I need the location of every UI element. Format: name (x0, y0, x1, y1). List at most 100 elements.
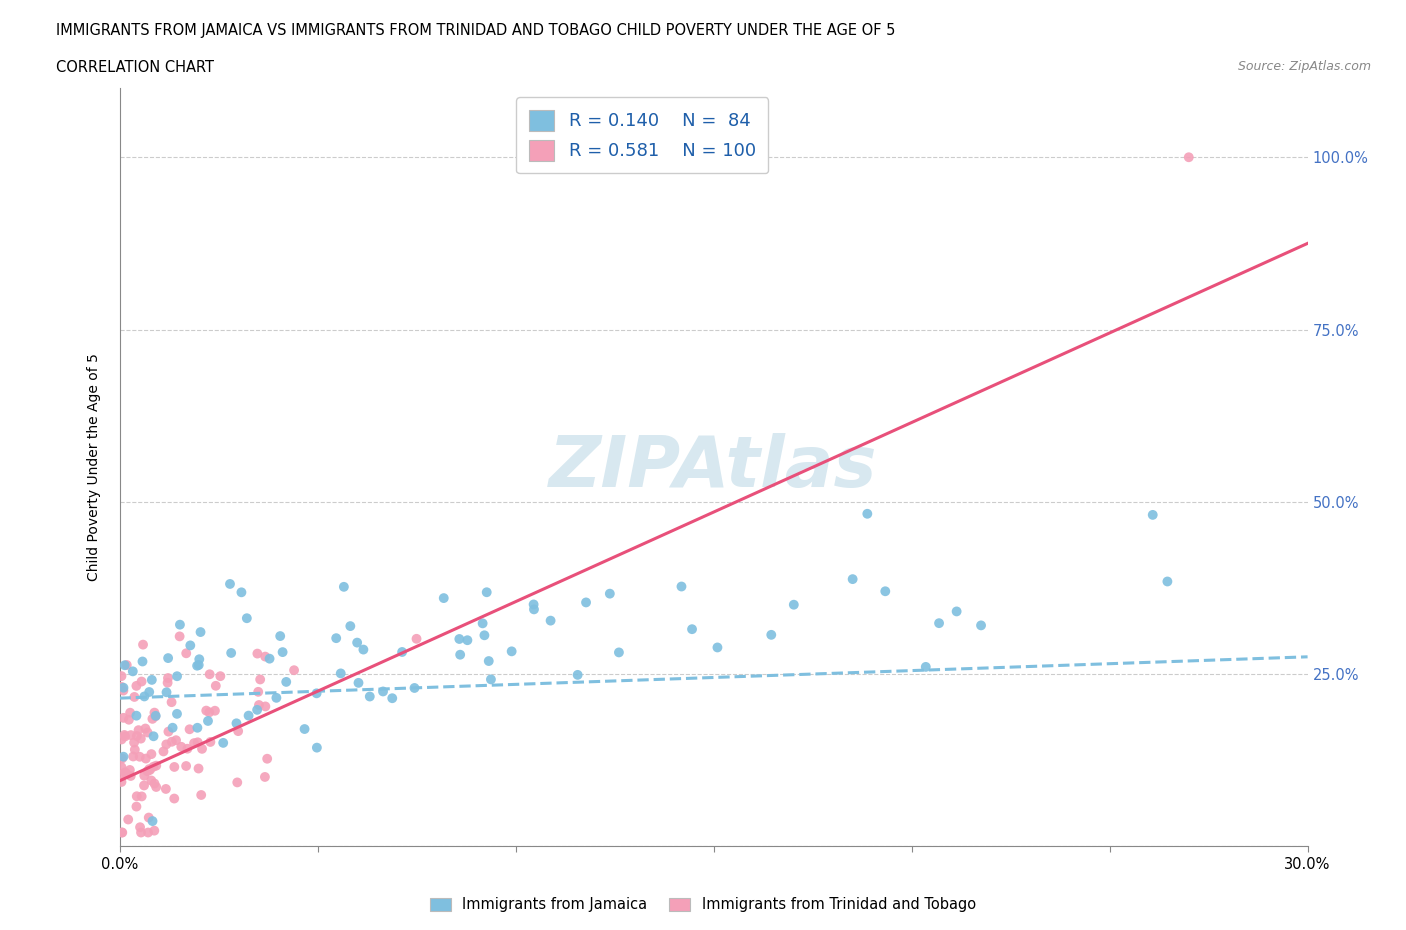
Point (225, 716, 247, 731)
Point (174, 759, 197, 774)
Point (145, 709, 167, 724)
Point (671, 579, 693, 594)
Point (266, 690, 288, 705)
Point (120, 768, 142, 783)
Point (165, 733, 187, 748)
Point (157, 724, 180, 739)
Point (143, 823, 166, 838)
Point (200, 735, 222, 750)
Point (294, 722, 316, 737)
Point (143, 705, 166, 720)
Point (607, 645, 630, 660)
Point (156, 671, 179, 685)
Point (681, 622, 703, 637)
Point (152, 744, 174, 759)
Point (249, 672, 271, 687)
Point (599, 586, 621, 601)
Point (112, 684, 135, 698)
Point (111, 751, 134, 766)
Point (138, 684, 160, 699)
Point (1142, 508, 1164, 523)
Point (204, 678, 226, 693)
Point (134, 689, 156, 704)
Point (236, 611, 259, 626)
Point (128, 723, 150, 737)
Point (247, 698, 270, 712)
Point (501, 644, 523, 658)
Point (238, 708, 260, 723)
Point (114, 658, 136, 672)
Point (131, 654, 153, 669)
Point (187, 735, 209, 750)
Point (761, 628, 783, 643)
Point (256, 751, 278, 766)
Point (204, 703, 226, 718)
Point (141, 773, 163, 788)
Point (540, 613, 562, 628)
Point (449, 647, 471, 662)
Point (475, 585, 498, 600)
Point (523, 602, 546, 617)
Point (567, 668, 589, 683)
Point (125, 789, 148, 804)
Point (120, 727, 142, 742)
Point (478, 654, 501, 669)
Point (305, 686, 328, 701)
Point (122, 749, 145, 764)
Point (449, 631, 471, 646)
Point (128, 750, 150, 764)
Point (914, 659, 936, 674)
Point (471, 616, 494, 631)
Point (433, 591, 456, 605)
Point (114, 729, 136, 744)
Point (112, 727, 135, 742)
Point (187, 761, 209, 776)
Point (142, 759, 165, 774)
Point (112, 680, 135, 695)
Point (141, 672, 163, 687)
Point (162, 721, 184, 736)
Point (132, 637, 155, 652)
Point (253, 769, 276, 784)
Point (169, 618, 191, 632)
Point (928, 616, 950, 631)
Point (226, 775, 249, 790)
Point (325, 631, 347, 645)
Point (219, 577, 242, 591)
Point (163, 760, 186, 775)
Point (283, 663, 305, 678)
Point (129, 825, 152, 840)
Point (125, 799, 148, 814)
Point (136, 825, 159, 840)
Point (276, 674, 298, 689)
Point (875, 584, 897, 599)
Point (166, 669, 188, 684)
Point (111, 825, 134, 840)
Point (856, 506, 879, 521)
Point (191, 741, 214, 756)
Point (381, 691, 404, 706)
Point (115, 658, 138, 672)
Point (110, 760, 132, 775)
Point (479, 672, 502, 687)
Point (254, 699, 277, 714)
Point (945, 604, 967, 618)
Point (121, 664, 143, 679)
Point (169, 629, 191, 644)
Point (352, 642, 374, 657)
Point (129, 731, 152, 746)
Point (138, 810, 160, 825)
Point (339, 618, 361, 633)
Point (136, 725, 159, 740)
Point (179, 722, 201, 737)
Point (145, 758, 167, 773)
Point (197, 713, 219, 728)
Point (176, 741, 198, 756)
Point (1178, 150, 1201, 165)
Point (405, 631, 427, 646)
Point (186, 721, 208, 736)
Point (110, 775, 132, 790)
Point (112, 750, 135, 764)
Point (391, 644, 413, 659)
Point (115, 766, 138, 781)
